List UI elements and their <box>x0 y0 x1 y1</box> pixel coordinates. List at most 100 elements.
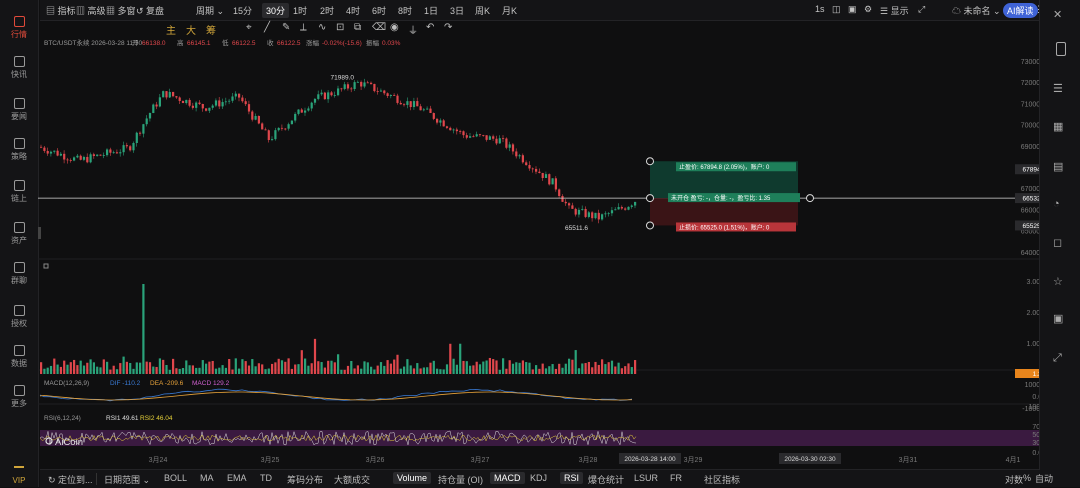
indicator-button[interactable]: ▤ 指标 <box>46 6 76 16</box>
interval-tab[interactable]: 月K <box>502 6 518 16</box>
line-tool-icon[interactable]: ╱ <box>264 22 271 33</box>
indicator-tab[interactable]: EMA <box>227 473 247 483</box>
indicator-tab[interactable]: BOLL <box>164 473 188 483</box>
candle-body <box>584 208 587 217</box>
period-dropdown[interactable]: 周期 ⌄ <box>196 6 225 16</box>
volume-bar <box>333 362 336 374</box>
camera-icon[interactable]: ◫ <box>832 4 841 14</box>
candle-body <box>350 88 353 90</box>
filter-icon[interactable]: ⏚ <box>408 26 418 37</box>
ruler-icon[interactable]: ⟂ <box>300 22 307 33</box>
pencil-icon[interactable]: ✎ <box>282 22 291 33</box>
fullscreen-icon[interactable]: ⤢ <box>918 4 926 14</box>
expand-icon[interactable]: ⤢ <box>1053 352 1062 364</box>
candle-body <box>614 209 617 211</box>
indicator-tab[interactable]: TD <box>260 473 272 483</box>
multi-window-button[interactable]: ▦ 多窗 <box>106 6 136 16</box>
chart-svg[interactable]: 73000.072000.071000.070000.069000.068000… <box>38 37 1050 469</box>
candle-body <box>294 113 297 121</box>
percent-toggle[interactable]: % <box>1023 473 1032 483</box>
sub-indicator-tab[interactable]: RSI <box>560 472 584 484</box>
copy-icon[interactable]: ⧉ <box>354 22 362 33</box>
indicator-tab[interactable]: 大额成交 <box>334 475 371 485</box>
sub-indicator-tab[interactable]: MACD <box>490 472 525 484</box>
layout-icon[interactable]: ▣ <box>848 4 857 14</box>
volume-settings-icon[interactable] <box>43 263 49 269</box>
grid-icon[interactable]: ▦ <box>1053 121 1064 133</box>
interval-tab[interactable]: 6时 <box>372 6 387 16</box>
lock-icon[interactable]: ⊡ <box>336 22 345 33</box>
nav-item-4[interactable]: 链上 <box>0 180 38 204</box>
sub-indicator-tab[interactable]: 持仓量 (OI) <box>438 475 483 485</box>
candle-body <box>597 212 600 220</box>
nav-item-7[interactable]: 授权 <box>0 305 38 329</box>
indicator-tab[interactable]: 筹码分布 <box>287 475 324 485</box>
sub-indicator-tab[interactable]: FR <box>670 473 682 483</box>
vip-badge[interactable]: VIP <box>0 466 38 485</box>
eye-icon[interactable]: ◉ <box>390 22 399 33</box>
gift-icon[interactable]: ▣ <box>1053 313 1064 325</box>
interval-tab[interactable]: 4时 <box>346 6 361 16</box>
sub-indicator-tab[interactable]: KDJ <box>530 473 548 483</box>
sl-label: 止损价: 65525.0 (1.51%)，账户: 0 <box>679 223 770 231</box>
interval-tab[interactable]: 周K <box>475 6 491 16</box>
phone-icon[interactable] <box>1056 42 1066 56</box>
candle-body <box>617 207 620 210</box>
account-dropdown[interactable]: ☁ 未命名 ⌄ <box>952 6 1001 16</box>
redo-icon[interactable]: ↷ <box>444 22 453 33</box>
interval-tab[interactable]: 1时 <box>293 6 308 16</box>
collapse-handle[interactable] <box>38 227 41 239</box>
chart-area[interactable]: 73000.072000.071000.070000.069000.068000… <box>38 37 1050 469</box>
order-handle[interactable] <box>806 194 814 203</box>
stop-loss-zone[interactable] <box>650 198 798 226</box>
interval-tab[interactable]: 2时 <box>320 6 335 16</box>
nav-item-0[interactable]: 行情 <box>0 16 38 40</box>
replay-button[interactable]: ↺ 复盘 <box>136 6 165 16</box>
main-chart-button[interactable]: 主 <box>166 26 176 37</box>
order-handle[interactable] <box>646 221 654 230</box>
nav-item-1[interactable]: 快讯 <box>0 56 38 80</box>
big-chart-button[interactable]: 大 <box>186 26 196 37</box>
interval-tab[interactable]: 1日 <box>424 6 439 16</box>
chat-bubble-icon[interactable]: ◻ <box>1053 237 1063 249</box>
nav-item-5[interactable]: 资产 <box>0 222 38 246</box>
interval-tab[interactable]: 3日 <box>450 6 465 16</box>
indicator-tab[interactable]: MA <box>200 473 214 483</box>
sub-indicator-tab[interactable]: Volume <box>393 472 432 484</box>
interval-tab[interactable]: 15分 <box>233 6 253 16</box>
date-range-dropdown[interactable]: 日期范围 ⌄ <box>104 475 151 485</box>
document-icon[interactable]: ▤ <box>1053 161 1064 173</box>
nav-item-2[interactable]: 要闻 <box>0 98 38 122</box>
nav-item-9[interactable]: 更多 <box>0 385 38 409</box>
close-icon[interactable]: ✕ <box>1053 9 1063 21</box>
nav-item-6[interactable]: 群聊 <box>0 262 38 286</box>
more-icon[interactable]: ⋮ <box>1034 4 1043 15</box>
nav-item-8[interactable]: 数据 <box>0 345 38 369</box>
undo-icon[interactable]: ↶ <box>426 22 435 33</box>
ai-interpret-button[interactable]: AI解读 <box>1003 3 1038 18</box>
bell-icon[interactable]: ◔ <box>1053 198 1060 210</box>
advanced-button[interactable]: ▥ 高级 <box>76 6 106 16</box>
sub-indicator-tab[interactable]: 爆仓统计 <box>588 475 625 485</box>
list-icon[interactable]: ☰ <box>1053 83 1063 95</box>
settings-icon[interactable]: ⚙ <box>864 4 873 14</box>
locate-button[interactable]: ↻ 定位到... <box>48 475 93 485</box>
legend-close: 66122.5 <box>277 40 301 47</box>
sub-indicator-tab[interactable]: 社区指标 <box>704 475 741 485</box>
display-button[interactable]: ☰ 显示 <box>880 6 909 16</box>
delete-icon[interactable]: ⌫ <box>372 22 387 33</box>
star-icon[interactable]: ☆ <box>1053 276 1063 288</box>
interval-tab[interactable]: 8时 <box>398 6 413 16</box>
crosshair-icon[interactable]: ⌖ <box>246 22 252 33</box>
brush-icon[interactable]: ∿ <box>318 22 327 33</box>
auto-toggle[interactable]: 自动 <box>1035 474 1054 484</box>
log-scale-toggle[interactable]: 对数 <box>1005 475 1024 485</box>
chip-button[interactable]: 筹 <box>206 26 216 37</box>
interval-tab[interactable]: 30分 <box>262 3 290 18</box>
sub-indicator-tab[interactable]: LSUR <box>634 473 659 483</box>
nav-item-3[interactable]: 策略 <box>0 138 38 162</box>
right-interval[interactable]: 1s <box>815 4 825 14</box>
volume-bar <box>234 358 237 374</box>
order-handle[interactable] <box>646 157 654 166</box>
order-handle[interactable] <box>646 194 654 203</box>
